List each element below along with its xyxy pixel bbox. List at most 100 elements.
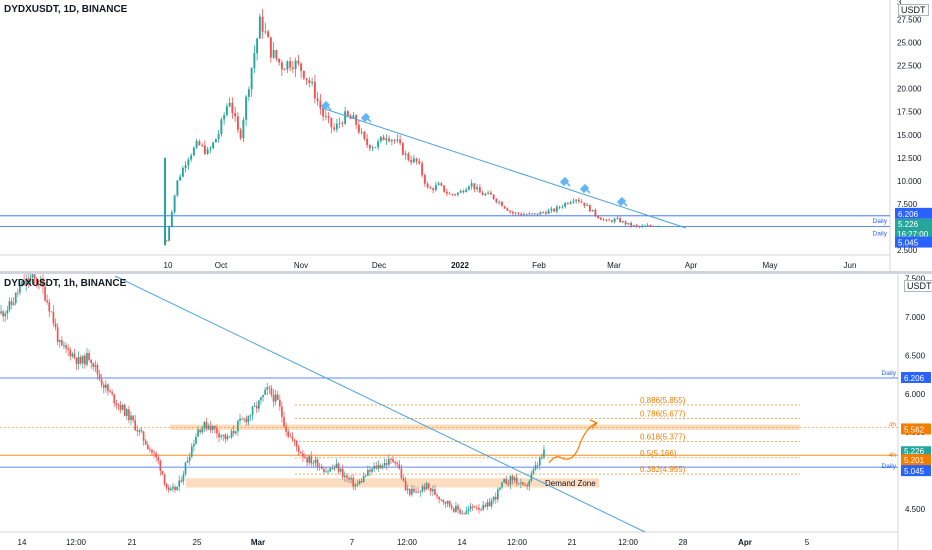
hourly-candle[interactable] [297, 446, 300, 452]
hourly-candle[interactable] [253, 405, 256, 407]
hourly-candle[interactable] [92, 362, 95, 367]
hourly-candle[interactable] [151, 449, 153, 453]
hourly-candle[interactable] [543, 449, 545, 457]
hourly-candle[interactable] [375, 465, 378, 469]
daily-candle[interactable] [401, 143, 404, 155]
hourly-candle[interactable] [492, 496, 495, 501]
daily-candle[interactable] [531, 213, 534, 215]
hourly-candle[interactable] [448, 500, 451, 506]
daily-candle[interactable] [558, 206, 561, 208]
hourly-candle[interactable] [60, 340, 63, 346]
daily-candle[interactable] [481, 192, 484, 196]
hourly-candle[interactable] [142, 431, 145, 441]
daily-candle[interactable] [261, 16, 264, 32]
hourly-candle[interactable] [274, 394, 277, 402]
hourly-candle[interactable] [335, 463, 338, 469]
daily-candle[interactable] [580, 201, 583, 203]
hourly-candle[interactable] [346, 475, 348, 478]
daily-candle[interactable] [214, 138, 217, 143]
hourly-trendline[interactable] [114, 275, 646, 533]
daily-candle[interactable] [434, 185, 437, 191]
daily-candle[interactable] [272, 50, 275, 58]
demand-zone[interactable] [186, 478, 599, 488]
hourly-candle[interactable] [0, 311, 2, 314]
daily-candle[interactable] [627, 222, 630, 225]
daily-candle[interactable] [377, 141, 380, 148]
hourly-candle[interactable] [190, 446, 193, 457]
hourly-candle[interactable] [167, 487, 170, 491]
daily-candle[interactable] [165, 240, 168, 242]
hourly-candle[interactable] [251, 406, 254, 416]
hourly-candle[interactable] [520, 482, 522, 484]
hourly-candle[interactable] [113, 394, 116, 404]
hourly-candle[interactable] [184, 462, 187, 475]
hourly-candle[interactable] [289, 436, 292, 438]
hourly-candle[interactable] [4, 313, 7, 317]
hourly-candle[interactable] [140, 430, 143, 432]
daily-candle[interactable] [195, 141, 198, 148]
daily-candle[interactable] [498, 201, 501, 203]
hourly-candle[interactable] [304, 456, 306, 459]
hourly-candle[interactable] [67, 348, 69, 350]
hourly-candle[interactable] [522, 482, 524, 485]
hourly-candle[interactable] [79, 356, 82, 364]
daily-candle[interactable] [352, 115, 355, 119]
daily-candle[interactable] [459, 190, 462, 193]
daily-candle[interactable] [473, 183, 476, 190]
daily-candle[interactable] [300, 63, 303, 71]
hourly-candle[interactable] [367, 469, 369, 476]
hourly-candle[interactable] [450, 505, 453, 509]
daily-candle[interactable] [440, 183, 443, 186]
daily-candle[interactable] [602, 219, 605, 221]
daily-candle[interactable] [289, 61, 292, 68]
hourly-candle[interactable] [325, 471, 327, 473]
hourly-candle[interactable] [488, 502, 491, 507]
daily-candle[interactable] [338, 123, 341, 125]
hourly-candle[interactable] [52, 312, 55, 324]
daily-candle[interactable] [234, 113, 237, 117]
hourly-candle[interactable] [381, 465, 384, 469]
daily-candle[interactable] [374, 147, 377, 149]
daily-candle[interactable] [198, 141, 201, 145]
hourly-candle[interactable] [270, 388, 273, 395]
daily-candle[interactable] [528, 213, 531, 215]
hourly-candle[interactable] [392, 459, 394, 462]
daily-candle[interactable] [610, 220, 613, 222]
daily-candle[interactable] [542, 212, 545, 213]
hourly-candle[interactable] [19, 286, 21, 293]
hourly-candle[interactable] [354, 484, 357, 487]
daily-candle[interactable] [643, 225, 646, 227]
daily-candle[interactable] [280, 62, 283, 70]
daily-candle[interactable] [173, 195, 176, 213]
hourly-candle[interactable] [291, 436, 294, 440]
daily-candle[interactable] [522, 214, 525, 216]
hourly-candle[interactable] [96, 365, 99, 375]
daily-candle[interactable] [286, 61, 289, 70]
daily-candle[interactable] [451, 193, 454, 195]
hourly-candle[interactable] [446, 500, 449, 504]
hourly-candle[interactable] [299, 451, 302, 454]
hourly-candle[interactable] [536, 465, 539, 466]
hourly-candle[interactable] [268, 387, 271, 389]
daily-candle[interactable] [487, 192, 490, 194]
daily-candle[interactable] [269, 37, 272, 58]
daily-candle[interactable] [231, 102, 234, 114]
daily-candle[interactable] [302, 70, 305, 79]
daily-candle[interactable] [624, 221, 627, 225]
daily-candle[interactable] [476, 187, 479, 190]
hourly-candle[interactable] [408, 488, 411, 495]
daily-candle[interactable] [533, 213, 536, 215]
hourly-candle[interactable] [404, 480, 407, 490]
hourly-candle[interactable] [205, 422, 208, 429]
hourly-candle[interactable] [343, 475, 346, 478]
hourly-candle[interactable] [69, 349, 72, 357]
daily-candle[interactable] [184, 165, 187, 168]
daily-candle[interactable] [399, 139, 402, 144]
hourly-candle[interactable] [432, 489, 434, 492]
hourly-candle[interactable] [524, 484, 526, 486]
daily-candle[interactable] [220, 119, 223, 135]
hourly-candle[interactable] [484, 504, 487, 507]
daily-candle[interactable] [506, 208, 509, 211]
hourly-candle[interactable] [423, 486, 426, 490]
hourly-candle[interactable] [356, 484, 359, 485]
